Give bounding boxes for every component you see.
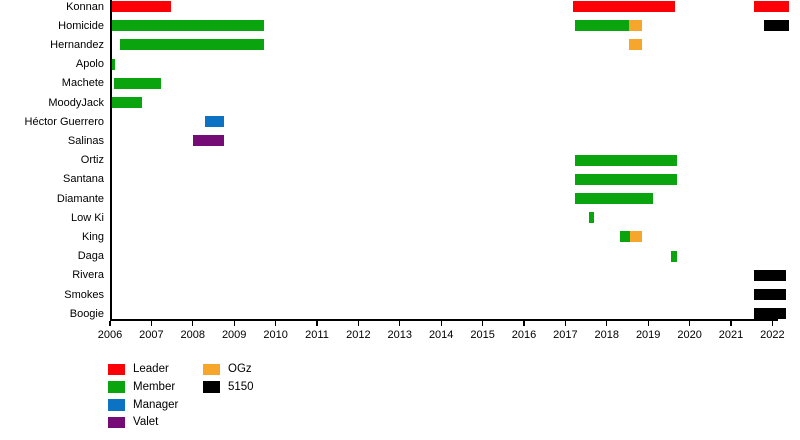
x-axis-tick-label: 2011 (305, 329, 329, 341)
timeline-segment-manager (205, 116, 224, 128)
legend-swatch-member (108, 381, 125, 393)
timeline-segment-5150 (753, 269, 786, 281)
row-label: Ortiz (80, 154, 104, 167)
x-axis-tick (399, 320, 401, 327)
timeline-segment-member (588, 212, 594, 224)
row-label: MoodyJack (48, 96, 104, 109)
legend-label: Manager (133, 398, 179, 411)
timeline-segment-ogz (629, 231, 642, 243)
x-axis-tick-label: 2007 (139, 329, 164, 341)
x-axis-tick-label: 2006 (97, 329, 123, 341)
x-axis-tick-label: 2010 (263, 329, 288, 341)
legend-swatch-5150 (203, 381, 220, 393)
row-label: Low Ki (70, 211, 104, 224)
timeline-segment-leader (110, 1, 171, 12)
timeline-segment-5150 (753, 289, 786, 300)
timeline-segment-member (574, 193, 654, 204)
row-label: Konnan (66, 0, 104, 13)
x-axis-tick (274, 320, 277, 327)
x-axis-tick-label: 2022 (760, 329, 785, 341)
row-label: Hernandez (50, 38, 104, 51)
timeline-segment-member (110, 97, 143, 108)
timeline-segment-member (120, 39, 264, 51)
row-label: Héctor Guerrero (24, 115, 104, 128)
x-axis-tick-label: 2013 (387, 329, 413, 341)
timeline-segment-member (114, 77, 161, 89)
row-label: Apolo (75, 58, 104, 71)
x-axis-tick-label: 2012 (346, 329, 371, 341)
legend-label: 5150 (228, 380, 254, 393)
row-label: Boogie (69, 307, 104, 320)
row-label: King (81, 230, 104, 243)
x-axis-tick (150, 320, 153, 327)
timeline-segment-member (619, 231, 630, 243)
x-axis-tick (688, 320, 691, 327)
timeline-segment-leader (753, 1, 789, 12)
timeline-segment-member (574, 154, 677, 166)
timeline-segment-valet (192, 135, 224, 147)
x-axis-tick-label: 2017 (553, 329, 578, 341)
x-axis-line (110, 319, 778, 321)
timeline-segment-member (670, 250, 677, 262)
x-axis-tick-label: 2014 (428, 329, 454, 341)
x-axis-tick-label: 2016 (511, 329, 537, 341)
row-label: Diamante (56, 192, 104, 205)
x-axis-tick-label: 2018 (594, 329, 620, 341)
timeline-segment-ogz (628, 39, 642, 51)
x-axis-tick (564, 320, 567, 327)
x-axis-tick (730, 320, 732, 327)
row-label: Daga (77, 250, 104, 263)
legend-label: Leader (133, 363, 169, 376)
x-axis-tick-label: 2009 (221, 329, 247, 341)
row-label: Salinas (67, 134, 104, 147)
x-axis-tick (647, 320, 649, 327)
x-axis-tick (316, 320, 318, 327)
timeline-segment-5150 (764, 20, 789, 32)
timeline-segment-member (574, 173, 677, 185)
legend-swatch-ogz (203, 363, 220, 376)
row-label: Rivera (72, 269, 104, 282)
x-axis-tick (357, 320, 360, 327)
timeline-segment-member (110, 20, 264, 32)
row-label: Smokes (64, 288, 104, 301)
x-axis-tick (606, 320, 608, 327)
legend-label: Valet (133, 416, 159, 429)
row-label: Santana (63, 173, 104, 186)
x-axis-tick (233, 320, 235, 327)
x-axis-tick (440, 320, 442, 327)
timeline-segment-ogz (628, 20, 642, 32)
x-axis-tick-label: 2008 (180, 329, 206, 341)
x-axis-tick (192, 320, 194, 327)
x-axis-tick-label: 2021 (718, 329, 744, 341)
timeline-segment-leader (572, 1, 675, 12)
timeline-segment-member (574, 20, 629, 32)
timeline-segment-member (110, 58, 116, 70)
x-axis-tick-label: 2015 (470, 329, 495, 341)
legend-swatch-valet (108, 416, 125, 429)
x-axis-tick (481, 320, 484, 327)
x-axis-tick-label: 2020 (677, 329, 702, 341)
legend-swatch-manager (108, 399, 125, 411)
legend-label: OGz (228, 363, 252, 376)
x-axis-tick (109, 320, 111, 327)
x-axis-tick (771, 320, 774, 327)
x-axis-tick-label: 2019 (635, 329, 661, 341)
y-axis-line (110, 0, 112, 321)
legend-label: Member (133, 380, 176, 393)
legend-swatch-leader (108, 363, 125, 376)
row-label: Homicide (58, 19, 104, 32)
row-label: Machete (61, 77, 104, 90)
x-axis-tick (523, 320, 525, 327)
timeline-segment-5150 (753, 308, 786, 320)
